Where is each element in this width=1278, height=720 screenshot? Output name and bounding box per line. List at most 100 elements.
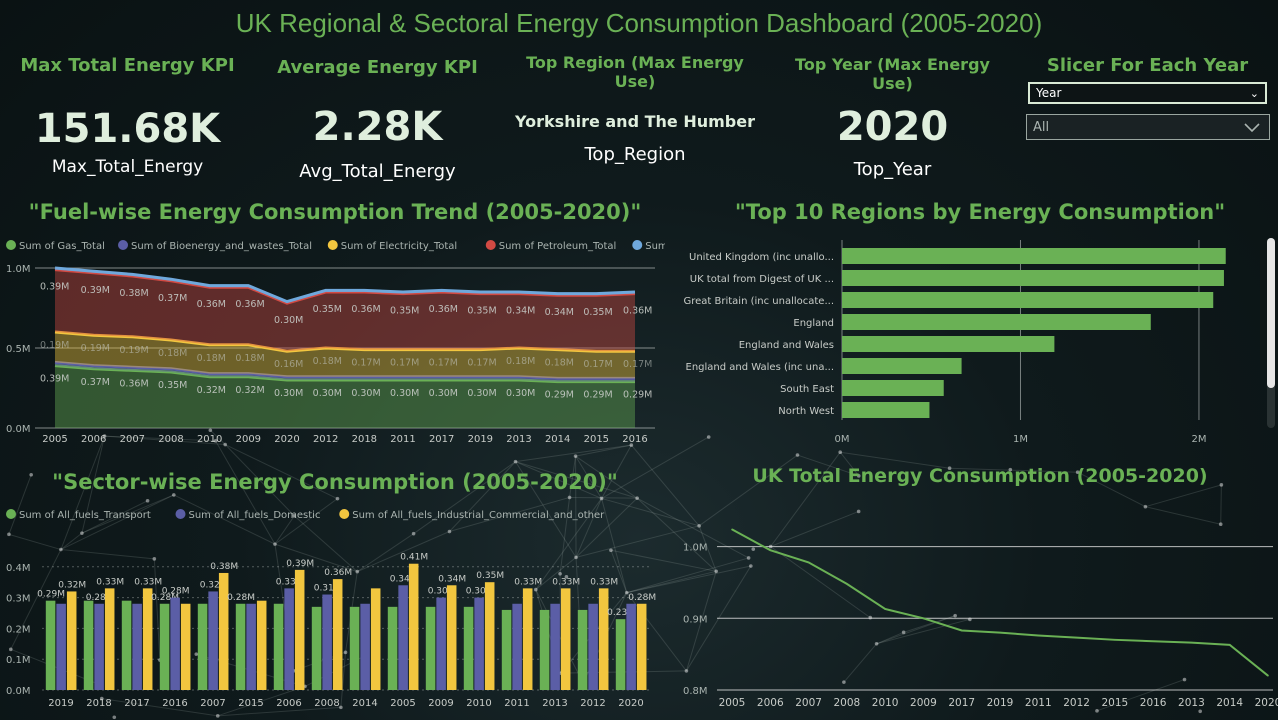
- data-label: 0.33M: [590, 577, 618, 587]
- data-label: 0.29M: [623, 390, 652, 401]
- network-node: [856, 474, 861, 478]
- network-node: [411, 531, 416, 536]
- region-label: South East: [780, 384, 834, 395]
- data-label: 0.17M: [429, 358, 458, 369]
- data-label: 0.36M: [623, 306, 652, 317]
- area-line-3: [54, 268, 636, 305]
- data-label: 0.33M: [514, 577, 542, 587]
- x-tick-label: 2012: [580, 698, 605, 709]
- sector-bar: [577, 609, 588, 690]
- network-link: [797, 454, 859, 477]
- region-bar: [842, 292, 1214, 308]
- network-node: [901, 630, 906, 635]
- network-link: [340, 652, 347, 708]
- sector-chart-title: "Sector-wise Energy Consumption (2005-20…: [52, 470, 618, 494]
- y-tick-label: 0.4M: [6, 563, 31, 574]
- x-tick-label: 2009: [236, 434, 261, 445]
- area-line-4: [54, 266, 636, 304]
- network-link: [413, 461, 516, 535]
- data-label: 0.32M: [200, 580, 228, 590]
- data-label: 0.35M: [467, 306, 496, 317]
- network-link: [601, 497, 700, 527]
- x-tick-label: 2005: [42, 434, 67, 445]
- sector-bar: [197, 603, 208, 690]
- kpi-avg-heading: Average Energy KPI: [277, 57, 478, 78]
- legend-label-3: Sum of Petroleum_Total: [499, 241, 617, 252]
- legend-marker-1: [175, 509, 186, 519]
- network-node: [80, 531, 84, 535]
- region-label: Great Britain (inc unallocate...: [683, 296, 834, 307]
- network-node: [292, 514, 297, 518]
- uk-total-chart-title: UK Total Energy Consumption (2005-2020): [752, 465, 1208, 487]
- sector-bar: [322, 594, 332, 690]
- sector-bar: [256, 600, 267, 690]
- network-node: [624, 590, 629, 595]
- x-tick-label: 2008: [314, 698, 339, 709]
- network-node: [574, 555, 578, 560]
- region-chart-scrollbar[interactable]: [1267, 238, 1275, 428]
- sector-bar: [436, 597, 446, 690]
- x-tick-label: 2015: [238, 698, 263, 709]
- network-link: [153, 558, 161, 661]
- network-node: [335, 496, 340, 501]
- region-label: England: [793, 318, 834, 329]
- data-label: 0.17M: [583, 359, 612, 370]
- network-node: [223, 442, 227, 447]
- network-link: [876, 615, 956, 645]
- network-link: [215, 440, 276, 545]
- x-tick-label: 2009: [428, 698, 453, 709]
- network-link: [559, 497, 571, 574]
- data-label: 0.30M: [274, 315, 303, 326]
- sector-bar: [170, 597, 180, 690]
- network-link: [357, 531, 450, 573]
- data-label: 0.32M: [197, 385, 226, 396]
- network-link: [8, 533, 62, 551]
- network-node: [609, 548, 613, 553]
- line-point: [807, 561, 810, 564]
- sector-bar: [446, 585, 457, 690]
- sector-bar: [45, 600, 56, 690]
- slicer-field-header[interactable]: Year ⌄: [1028, 82, 1267, 104]
- network-link: [60, 532, 83, 550]
- x-tick-label: 2020: [1255, 697, 1278, 709]
- data-label: 0.35M: [313, 304, 342, 315]
- line-point: [1267, 674, 1269, 677]
- region-label: England and Wales: [739, 340, 834, 351]
- network-link: [840, 451, 950, 469]
- y-tick-label: 0.9M: [683, 614, 708, 625]
- network-link: [575, 455, 602, 499]
- network-link: [224, 444, 295, 517]
- y-tick-label: 0.2M: [6, 624, 31, 635]
- legend-marker-2: [339, 509, 350, 519]
- region-label: United Kingdom (inc unallo...: [689, 252, 834, 263]
- legend-label-2: Sum of All_fuels_Industrial_Commercial_a…: [352, 510, 605, 521]
- network-node: [1075, 470, 1080, 475]
- line-point: [922, 617, 925, 620]
- network-node: [874, 641, 879, 646]
- data-label: 0.30M: [466, 587, 494, 597]
- x-tick-label: 2020: [618, 698, 643, 709]
- x-tick-label: 2010: [197, 434, 222, 445]
- network-node: [856, 509, 861, 514]
- x-tick-label: 2013: [1178, 697, 1205, 709]
- year-slicer-dropdown[interactable]: All: [1026, 114, 1270, 140]
- data-label: 0.23M: [607, 608, 635, 618]
- x-tick-label: 2011: [504, 698, 529, 709]
- network-node: [29, 472, 33, 477]
- network-link: [601, 436, 709, 499]
- network-link: [535, 557, 577, 590]
- scrollbar-thumb[interactable]: [1267, 238, 1275, 388]
- sector-bar: [66, 591, 77, 690]
- x-tick-label: 2014: [545, 434, 570, 445]
- network-node: [684, 669, 689, 673]
- area-line-1: [54, 360, 635, 380]
- x-tick-label: 2013: [542, 698, 567, 709]
- x-tick-label: 2009: [910, 697, 937, 709]
- data-label: 0.33M: [96, 577, 124, 587]
- network-link: [575, 497, 638, 558]
- network-link: [626, 565, 751, 594]
- kpi-avg-label: Avg_Total_Energy: [299, 161, 456, 182]
- area-3: [55, 269, 635, 352]
- sector-bar: [626, 603, 636, 690]
- data-label: 0.38M: [210, 562, 238, 572]
